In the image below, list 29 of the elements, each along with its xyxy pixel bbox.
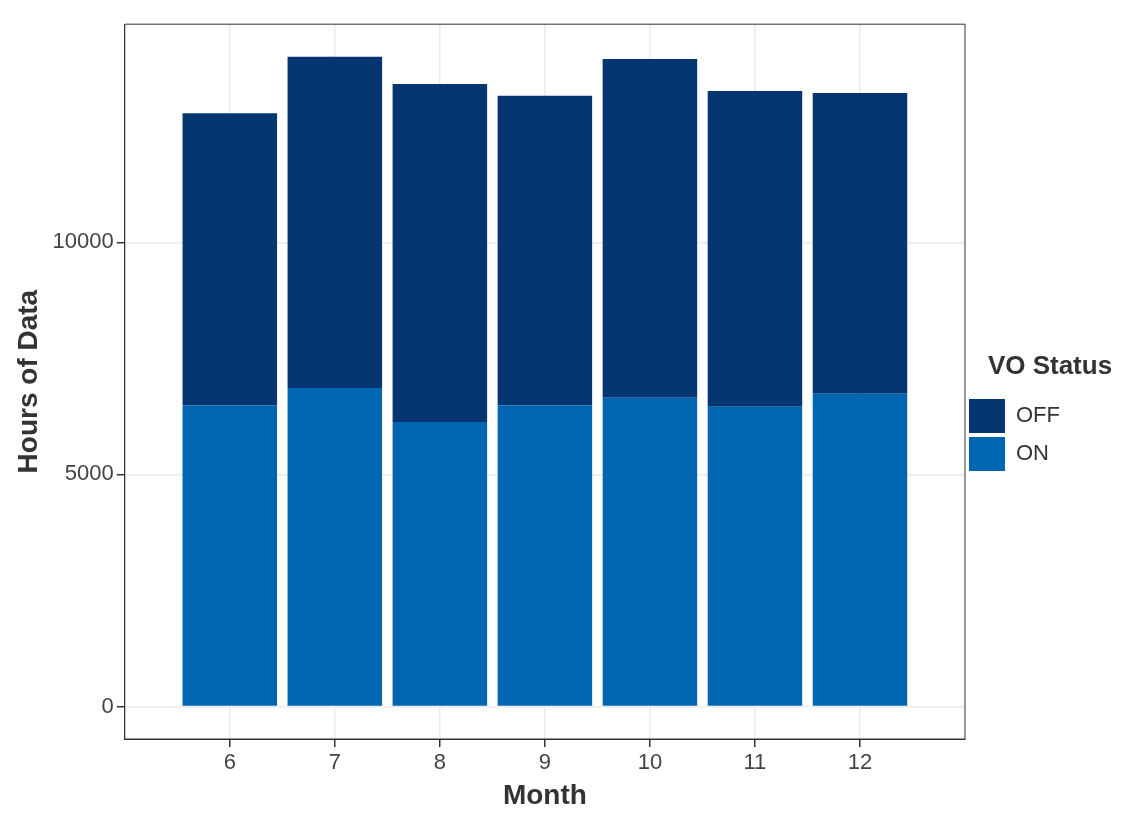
bar <box>497 95 593 406</box>
bar <box>497 405 593 706</box>
bar <box>812 92 908 394</box>
bar <box>392 84 488 422</box>
y-axis-title: Hours of Data <box>11 289 43 474</box>
x-tick-label: 12 <box>847 749 873 775</box>
bar <box>287 388 383 706</box>
legend-title: VO Status <box>987 350 1113 381</box>
x-tick-label: 7 <box>328 749 341 775</box>
bar <box>182 405 278 706</box>
bar <box>602 59 698 398</box>
y-tick-label: 10000 <box>52 228 114 254</box>
bar <box>707 406 803 706</box>
x-tick-label: 10 <box>637 749 663 775</box>
bar <box>707 91 803 407</box>
bar <box>812 393 908 706</box>
bar <box>182 113 278 406</box>
y-tick-label: 5000 <box>64 460 114 486</box>
x-tick-label: 11 <box>743 749 767 775</box>
x-tick-label: 9 <box>538 749 552 775</box>
x-tick-label: 6 <box>223 749 236 775</box>
bar <box>602 397 698 706</box>
legend-label: OFF <box>1016 402 1060 428</box>
x-tick-label: 8 <box>433 749 446 775</box>
legend-label: ON <box>1016 440 1049 466</box>
bar <box>392 421 488 706</box>
x-axis-title: Month <box>502 778 587 810</box>
bar <box>287 56 383 389</box>
y-tick-label: 0 <box>101 692 114 718</box>
